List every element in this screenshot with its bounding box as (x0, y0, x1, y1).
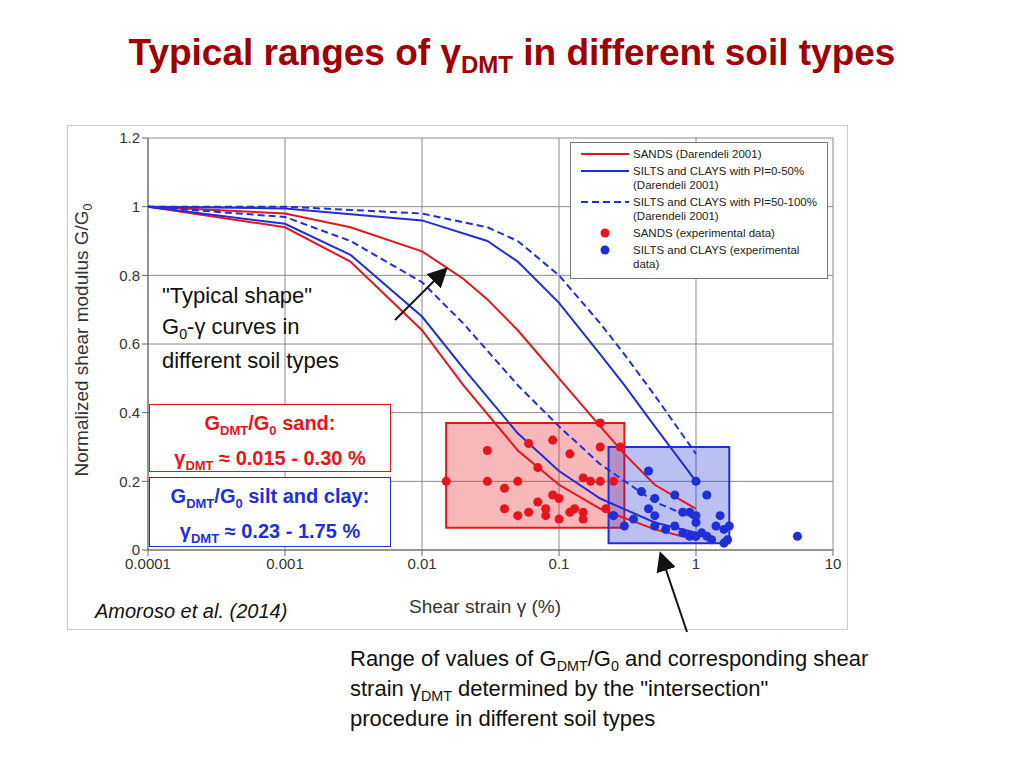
svg-text:0.001: 0.001 (266, 555, 304, 572)
svg-text:1: 1 (692, 555, 700, 572)
html-text:SANDS (experimental data): SANDS (experimental data) (633, 227, 775, 239)
html-text:different soil types: different soil types (162, 348, 339, 373)
svg-text:0.4: 0.4 (119, 404, 140, 421)
svg-text:0.8: 0.8 (119, 267, 140, 284)
svg-text:0: 0 (132, 541, 140, 558)
html-text:GDMT/G0sand:: GDMT/G0sand: (204, 412, 336, 438)
html-text:Shear strain γ (%): Shear strain γ (%) (409, 596, 561, 617)
html-text:Typical ranges of γDMTin diffe: Typical ranges of γDMTin different soil … (128, 32, 896, 79)
html-text:strain γDMTdetermined by the ": strain γDMTdetermined by the "intersecti… (350, 676, 769, 704)
svg-text:0.6: 0.6 (119, 335, 140, 352)
html-text:0: 0 (81, 203, 96, 211)
html-text:SILTS and CLAYS with PI=0-50%: SILTS and CLAYS with PI=0-50% (Darendeli… (633, 165, 805, 191)
html-text:"Typical shape": "Typical shape" (162, 283, 313, 308)
svg-text:1.2: 1.2 (119, 129, 140, 146)
html-text:procedure in different soil ty: procedure in different soil types (350, 706, 656, 731)
html-text:γDMT≈ 0.23 - 1.75 %: γDMT≈ 0.23 - 1.75 % (179, 520, 361, 546)
html-text:Range of values of GDMT/G0and: Range of values of GDMT/G0and correspond… (350, 646, 869, 674)
svg-text:0.2: 0.2 (119, 473, 140, 490)
html-text:Amoroso et al. (2014): Amoroso et al. (2014) (95, 600, 288, 622)
html-text:SILTS and CLAYS with PI=50-100: SILTS and CLAYS with PI=50-100% (Darende… (633, 196, 817, 222)
svg-text:1: 1 (132, 198, 140, 215)
html-text:GDMT/G0silt and clay:: GDMT/G0silt and clay: (170, 485, 370, 511)
svg-text:10: 10 (825, 555, 842, 572)
html-text:SANDS (Darendeli 2001): SANDS (Darendeli 2001) (633, 148, 762, 160)
html-text:γDMT≈ 0.015 - 0.30 %: γDMT≈ 0.015 - 0.30 % (174, 447, 366, 473)
html-text:G0-γ curves in: G0-γ curves in (162, 314, 300, 342)
svg-text:0.0001: 0.0001 (125, 554, 171, 572)
html-text:SILTS and CLAYS (experimental: SILTS and CLAYS (experimental data) (633, 244, 800, 270)
svg-text:0.01: 0.01 (407, 555, 436, 572)
html-text:Normalized shear modulus G/G: Normalized shear modulus G/G (71, 210, 92, 477)
svg-text:0.1: 0.1 (549, 555, 570, 572)
